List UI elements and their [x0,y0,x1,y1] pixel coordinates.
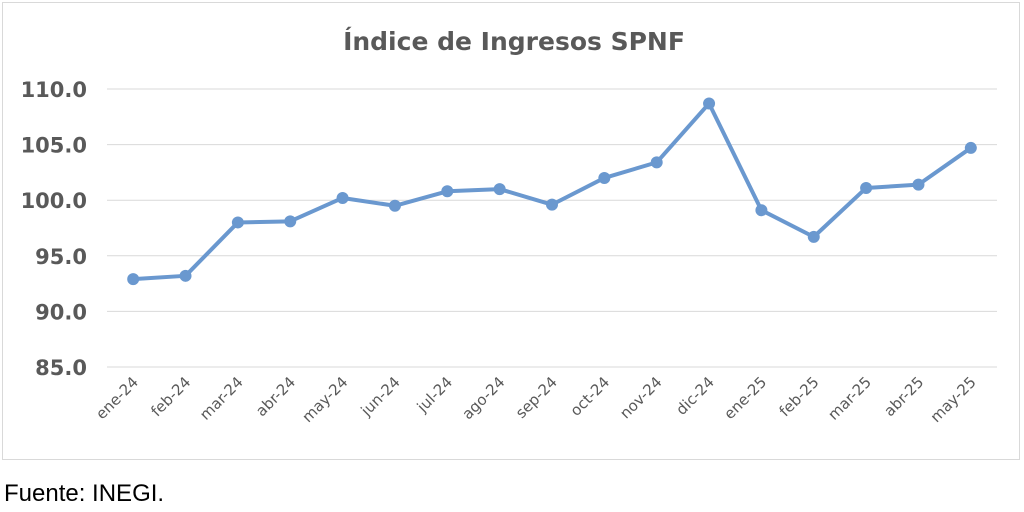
data-point [860,181,873,194]
data-point [493,183,506,196]
data-point [598,171,611,184]
chart-frame: Índice de Ingresos SPNF 85.0 90.0 95.0 100.… [2,2,1020,460]
data-point [755,204,768,217]
data-point [179,269,192,282]
data-point [964,141,977,154]
x-tick-label: feb-24 [147,373,194,420]
y-tick-label: 110.0 [21,78,87,102]
data-point [127,273,140,286]
x-tick-label: abr-25 [880,373,927,420]
x-tick-label: mar-25 [824,373,875,424]
data-point [231,216,244,229]
data-point [546,198,558,211]
source-note: Fuente: INEGI. [4,480,165,507]
x-tick-label: ene-25 [720,373,770,423]
x-tick-label: feb-25 [776,373,823,420]
x-tick-label: jul-24 [413,373,456,416]
x-tick-label: jun-24 [357,373,404,420]
data-point [336,191,349,204]
data-point [807,230,820,243]
x-tick-label: oct-24 [567,373,614,420]
data-point [912,178,925,191]
y-tick-label: 105.0 [21,134,87,158]
x-tick-label: sep-24 [512,373,561,422]
x-tick-label: nov-24 [616,373,665,422]
x-tick-label: ago-24 [459,373,509,423]
data-point [284,215,297,228]
x-tick-label: dic-24 [672,373,718,419]
x-tick-label: abr-24 [252,373,299,420]
y-tick-label: 90.0 [35,300,87,324]
x-tick-label: mar-24 [196,373,247,424]
data-point [650,156,663,169]
y-tick-label: 100.0 [21,189,87,213]
y-tick-label: 85.0 [35,356,87,380]
data-point [388,199,401,212]
x-tick-label: ene-24 [92,373,142,423]
data-point [441,185,454,198]
x-tick-label: may-24 [298,373,351,426]
data-point [703,97,716,110]
series-line [131,101,973,282]
x-tick-label: may-25 [927,373,980,426]
y-tick-label: 95.0 [35,245,87,269]
chart-svg: Índice de Ingresos SPNF 85.0 90.0 95.0 100.… [21,27,997,426]
chart-title: Índice de Ingresos SPNF [343,27,685,56]
